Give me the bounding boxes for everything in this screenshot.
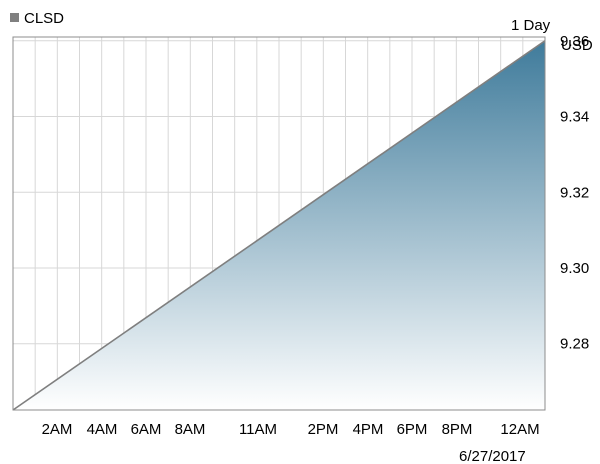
x-tick-label: 4PM: [353, 421, 384, 438]
x-tick-label: 6PM: [397, 421, 428, 438]
x-tick-label: 8AM: [175, 421, 206, 438]
currency-label: USD: [561, 37, 593, 54]
y-tick-label: 9.36: [560, 33, 589, 50]
range-label: 1 Day: [511, 17, 551, 34]
y-tick-label: 9.32: [560, 184, 589, 201]
x-tick-label: 2PM: [308, 421, 339, 438]
y-tick-label: 9.28: [560, 336, 589, 353]
x-tick-label: 11AM: [239, 421, 277, 438]
x-tick-label: 12AM: [500, 421, 539, 438]
date-label: 6/27/2017: [459, 448, 526, 464]
plot-area: [12, 36, 546, 411]
x-tick-label: 8PM: [442, 421, 473, 438]
x-tick-label: 2AM: [42, 421, 73, 438]
y-tick-label: 9.30: [560, 260, 589, 277]
x-axis-ticks: 2AM 4AM 6AM 8AM 11AM 2PM 4PM 6PM 8PM 12AM: [42, 421, 540, 438]
legend-marker: [10, 13, 19, 22]
plot-border: [12, 36, 546, 411]
x-tick-label: 6AM: [131, 421, 162, 438]
legend-label: CLSD: [24, 10, 64, 27]
y-axis-ticks: 9.28 9.30 9.32 9.34 9.36: [560, 33, 589, 353]
price-line: [12, 40, 546, 411]
x-tick-label: 4AM: [87, 421, 118, 438]
y-tick-label: 9.34: [560, 109, 589, 126]
